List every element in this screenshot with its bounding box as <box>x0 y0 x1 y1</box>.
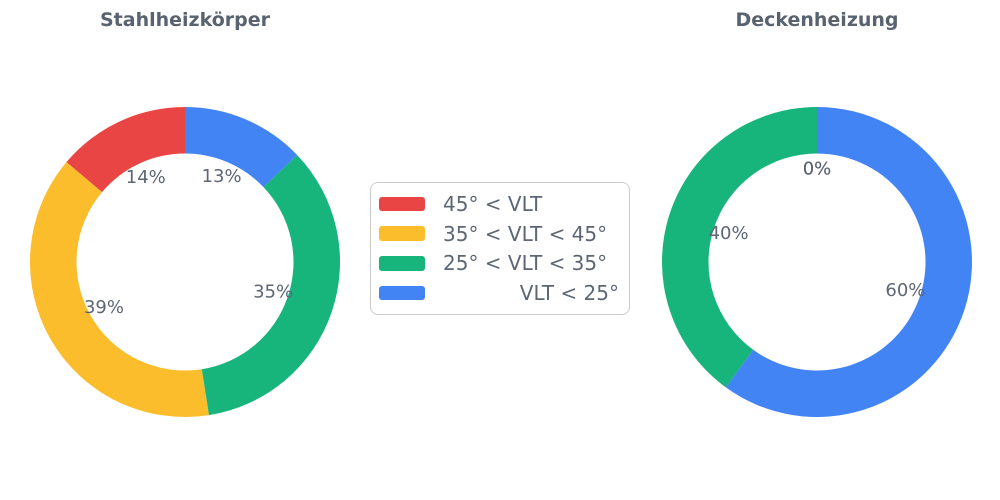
donut-chart-deckenheizung: 0%0%40%60% <box>662 107 972 417</box>
legend-swatch-icon <box>379 285 425 301</box>
donut-segment-0 <box>66 107 185 193</box>
legend: 45° < VLT 35° < VLT < 45° 25° < VLT < 35° V… <box>370 182 630 315</box>
legend-swatch-icon <box>379 196 425 212</box>
donut-segment-3 <box>185 107 298 188</box>
legend-item-0: 45° < VLT <box>379 194 619 214</box>
legend-item-label: 35° < VLT < 45° <box>443 221 608 246</box>
donut-segment-2 <box>201 154 340 416</box>
legend-item-label: 45° < VLT <box>443 191 543 216</box>
legend-item-2: 25° < VLT < 35° <box>379 253 619 273</box>
donut-segment-2 <box>662 107 817 388</box>
legend-item-label: 25° < VLT < 35° <box>443 251 608 276</box>
donut-segment-1 <box>30 162 210 417</box>
legend-swatch-icon <box>379 256 425 271</box>
legend-item-3: VLT < 25° <box>379 283 619 303</box>
chart-title-left: Stahlheizkörper <box>99 9 271 31</box>
percentage-label: 0% <box>803 159 832 180</box>
legend-swatch-icon <box>379 226 425 241</box>
donut-chart-stahlheizkoerper: 14% 39% 35% 13% <box>30 107 340 417</box>
legend-item-1: 35° < VLT < 45° <box>379 224 619 244</box>
percentage-label: 35% <box>253 281 293 302</box>
chart-title-right: Deckenheizung <box>735 9 899 31</box>
legend-item-label: VLT < 25° <box>519 281 619 306</box>
percentage-label: 60% <box>885 280 925 301</box>
percentage-label: 39% <box>84 297 124 318</box>
percentage-label: 14% <box>126 167 166 188</box>
percentage-label: 13% <box>202 166 242 187</box>
donut-segment-3 <box>725 107 972 417</box>
percentage-label: 40% <box>709 223 749 244</box>
percentage-label: 0% <box>803 159 832 180</box>
